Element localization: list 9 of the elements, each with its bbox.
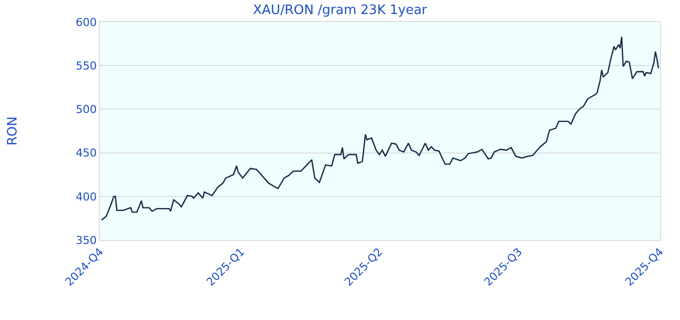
y-tick-label: 400 [76,190,97,204]
y-tick-label: 550 [76,59,97,72]
y-tick-label: 450 [76,146,97,160]
y-tick-label: 500 [76,103,97,116]
line-series [100,36,660,221]
y-tick-label: 350 [76,234,97,247]
y-tick-label: 600 [76,16,97,29]
chart-title: XAU/RON /gram 23K 1year [252,2,428,18]
y-axis-title: RON [6,116,21,146]
